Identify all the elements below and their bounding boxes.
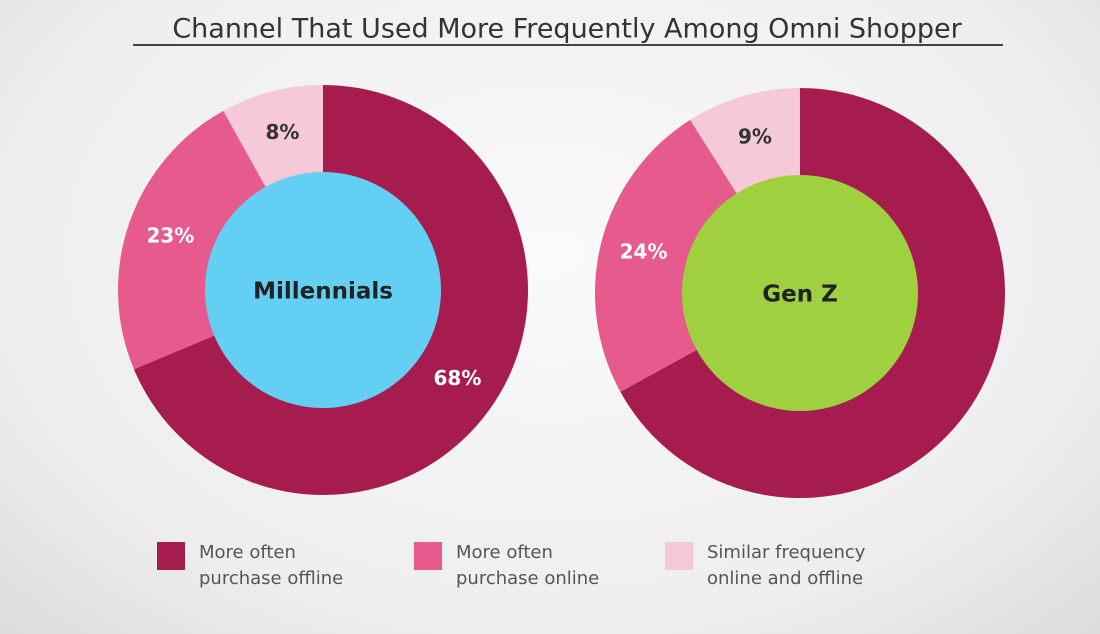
legend-label: Similar frequency online and offline [707, 542, 866, 589]
legend-label: More often purchase online [456, 542, 600, 589]
value-label: 68% [434, 366, 482, 390]
legend-item: More often purchase offline [157, 540, 374, 592]
legend-item: Similar frequency online and offline [665, 540, 882, 592]
legend-swatch [157, 542, 185, 570]
center-label: Millennials [253, 279, 393, 305]
value-label: 23% [146, 224, 194, 248]
legend-label: More often purchase offline [199, 542, 344, 589]
value-label: 9% [738, 124, 772, 148]
value-label: 8% [265, 120, 299, 144]
center-label: Gen Z [762, 282, 838, 308]
donut-center [682, 175, 918, 411]
legend-item: More often purchase online [414, 540, 631, 592]
donut-center [205, 172, 441, 408]
chart-title: Channel That Used More Frequently Among … [172, 14, 962, 45]
legend-swatch [665, 542, 693, 570]
legend-swatch [414, 542, 442, 570]
value-label: 24% [620, 239, 668, 263]
